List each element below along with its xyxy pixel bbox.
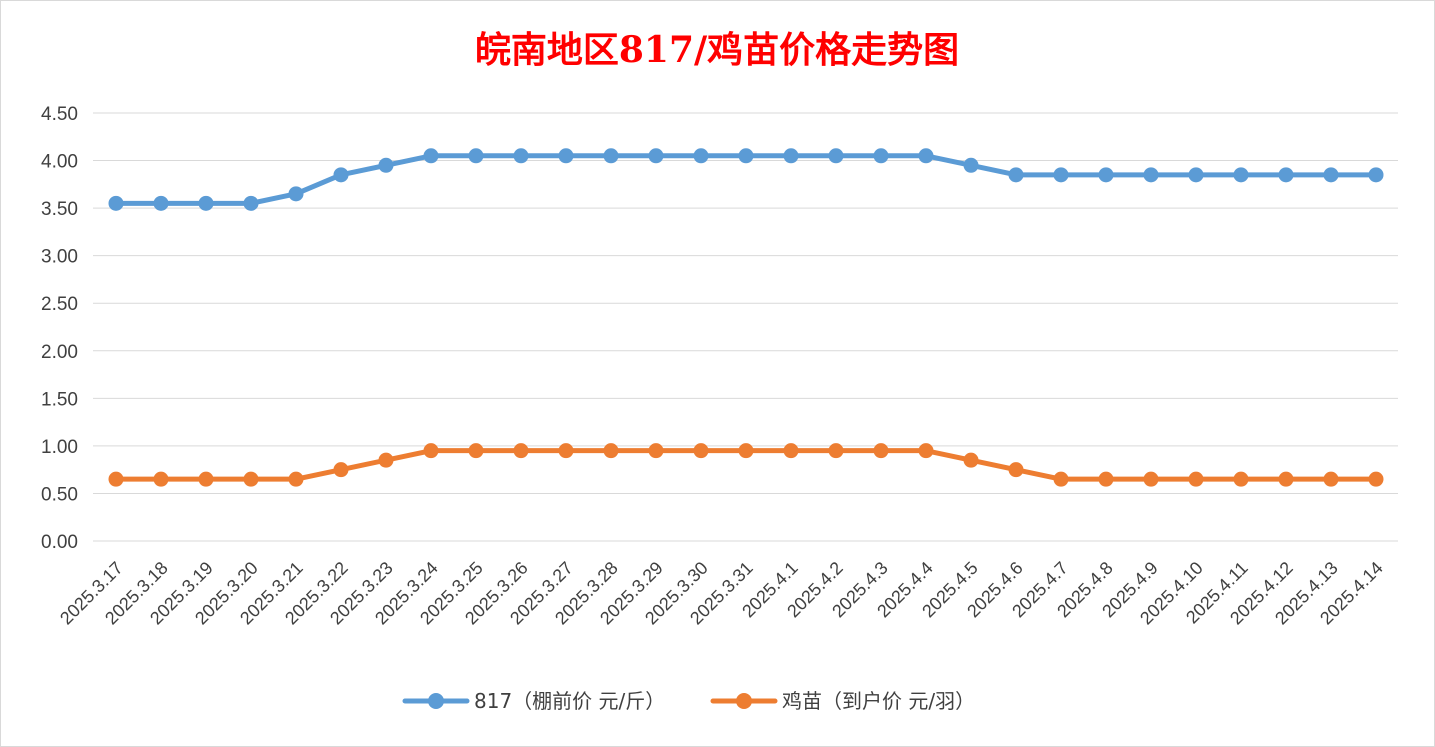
data-point[interactable] <box>558 148 574 164</box>
data-point[interactable] <box>1053 167 1069 183</box>
data-point[interactable] <box>1143 471 1159 487</box>
data-point[interactable] <box>603 148 619 164</box>
data-point[interactable] <box>468 443 484 459</box>
data-point[interactable] <box>693 148 709 164</box>
data-point[interactable] <box>243 471 259 487</box>
legend-marker-817 <box>428 693 444 709</box>
data-point[interactable] <box>153 471 169 487</box>
y-tick-label: 2.00 <box>41 342 78 363</box>
data-point[interactable] <box>963 452 979 468</box>
data-point[interactable] <box>513 443 529 459</box>
chart-title: 皖南地区817/鸡苗价格走势图 <box>475 29 959 71</box>
data-point[interactable] <box>333 167 349 183</box>
data-point[interactable] <box>288 186 304 202</box>
data-point[interactable] <box>243 195 259 211</box>
data-point[interactable] <box>288 471 304 487</box>
data-point[interactable] <box>738 443 754 459</box>
data-point[interactable] <box>513 148 529 164</box>
data-point[interactable] <box>828 148 844 164</box>
data-point[interactable] <box>828 443 844 459</box>
data-point[interactable] <box>1098 167 1114 183</box>
data-point[interactable] <box>873 148 889 164</box>
data-point[interactable] <box>648 148 664 164</box>
series-0 <box>108 148 1384 211</box>
y-tick-label: 3.50 <box>41 199 78 220</box>
data-point[interactable] <box>1053 471 1069 487</box>
data-point[interactable] <box>198 195 214 211</box>
data-point[interactable] <box>423 148 439 164</box>
data-point[interactable] <box>1233 471 1249 487</box>
data-point[interactable] <box>468 148 484 164</box>
y-tick-label: 0.00 <box>41 532 78 553</box>
data-point[interactable] <box>108 471 124 487</box>
legend: 817（棚前价 元/斤） 鸡苗（到户价 元/羽） <box>402 689 975 713</box>
data-point[interactable] <box>1233 167 1249 183</box>
legend-label-chick: 鸡苗（到户价 元/羽） <box>782 689 975 713</box>
data-point[interactable] <box>198 471 214 487</box>
data-point[interactable] <box>1278 167 1294 183</box>
data-point[interactable] <box>963 157 979 173</box>
y-tick-label: 4.00 <box>41 152 78 173</box>
legend-marker-chick <box>736 693 752 709</box>
data-point[interactable] <box>918 148 934 164</box>
data-point[interactable] <box>603 443 619 459</box>
legend-label-817: 817（棚前价 元/斤） <box>474 689 665 713</box>
data-point[interactable] <box>1323 167 1339 183</box>
data-point[interactable] <box>648 443 664 459</box>
data-point[interactable] <box>1368 471 1384 487</box>
data-point[interactable] <box>423 443 439 459</box>
data-point[interactable] <box>1368 167 1384 183</box>
data-point[interactable] <box>1098 471 1114 487</box>
data-point[interactable] <box>1008 167 1024 183</box>
y-tick-label: 2.50 <box>41 294 78 315</box>
data-point[interactable] <box>1143 167 1159 183</box>
data-point[interactable] <box>1008 462 1024 478</box>
series-1 <box>108 443 1384 487</box>
legend-item-chick[interactable]: 鸡苗（到户价 元/羽） <box>710 689 975 713</box>
data-point[interactable] <box>873 443 889 459</box>
data-point[interactable] <box>153 195 169 211</box>
data-point[interactable] <box>333 462 349 478</box>
data-point[interactable] <box>1323 471 1339 487</box>
y-tick-label: 1.00 <box>41 437 78 458</box>
y-tick-label: 0.50 <box>41 484 78 505</box>
data-point[interactable] <box>918 443 934 459</box>
data-point[interactable] <box>1278 471 1294 487</box>
data-point[interactable] <box>1188 471 1204 487</box>
y-tick-label: 4.50 <box>41 104 78 125</box>
data-point[interactable] <box>783 148 799 164</box>
data-point[interactable] <box>108 195 124 211</box>
data-point[interactable] <box>378 452 394 468</box>
data-point[interactable] <box>693 443 709 459</box>
y-tick-label: 1.50 <box>41 389 78 410</box>
data-point[interactable] <box>558 443 574 459</box>
y-tick-label: 3.00 <box>41 247 78 268</box>
data-point[interactable] <box>1188 167 1204 183</box>
data-point[interactable] <box>378 157 394 173</box>
legend-item-817[interactable]: 817（棚前价 元/斤） <box>402 689 665 713</box>
series-lines <box>108 148 1384 487</box>
data-point[interactable] <box>783 443 799 459</box>
y-axis-ticks: 0.00 0.50 1.00 1.50 2.00 2.50 3.00 3.50 4.00 4.50 <box>41 104 78 553</box>
data-point[interactable] <box>738 148 754 164</box>
